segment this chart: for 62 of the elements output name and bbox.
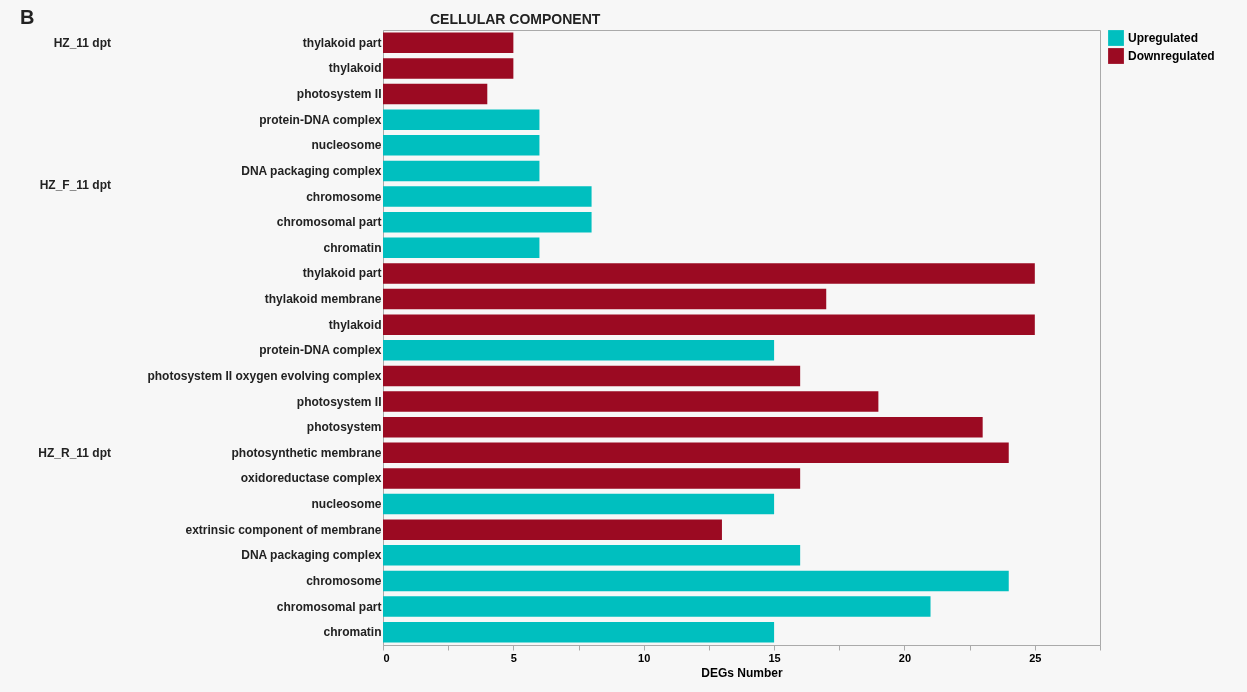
y-tick-label: chromosome (306, 189, 382, 204)
bar (383, 340, 775, 361)
y-tick-label: chromatin (323, 240, 382, 255)
y-tick-label: chromosomal part (276, 215, 382, 230)
y-tick-label: chromosome (306, 573, 382, 588)
y-tick-label: nucleosome (311, 138, 382, 153)
text: HZ_F_11 dpt (39, 178, 111, 192)
y-tick-label: thylakoid (328, 61, 382, 76)
y-tick-label: thylakoid part (302, 35, 382, 50)
y-tick-label: protein-DNA complex (259, 112, 382, 127)
bar (383, 288, 827, 310)
chart-title: CELLULAR COMPONENT (430, 11, 601, 27)
text: B (20, 6, 35, 28)
bar (383, 468, 801, 489)
y-tick-label: thylakoid part (302, 266, 382, 281)
y-tick-label: thylakoid membrane (264, 292, 382, 307)
bar (383, 83, 488, 105)
bar (383, 237, 540, 259)
bar (383, 545, 801, 566)
y-tick-label: thylakoid (328, 317, 382, 332)
y-tick-label: oxidoreductase complex (240, 471, 382, 486)
bar (383, 493, 775, 515)
y-tick-label: photosystem II (296, 394, 382, 409)
y-tick-label: DNA packaging complex (241, 548, 382, 563)
x-tick-label: 20 (898, 651, 912, 664)
bar (383, 519, 722, 540)
legend-label: Upregulated (1128, 31, 1199, 45)
bar (383, 391, 879, 412)
bar (383, 621, 775, 643)
x-tick-label: 0 (383, 651, 390, 664)
x-axis-title: DEGs Number (701, 665, 783, 680)
bar (383, 109, 540, 130)
y-tick-label: photosystem (306, 420, 382, 435)
bar (383, 186, 592, 207)
bar (383, 442, 1009, 464)
legend-label: Downregulated (1128, 49, 1215, 63)
y-tick-label: extrinsic component of membrane (185, 522, 382, 537)
bar (383, 58, 514, 79)
y-tick-label: photosystem II oxygen evolving complex (147, 368, 382, 383)
bar (383, 160, 540, 182)
bar (383, 596, 931, 617)
text: HZ_11 dpt (53, 36, 111, 50)
bar (383, 416, 983, 438)
bar (383, 314, 1035, 335)
y-tick-label: chromatin (323, 625, 382, 640)
bar (383, 263, 1035, 284)
y-tick-label: photosystem II (296, 87, 382, 102)
text: HZ_R_11 dpt (38, 446, 111, 460)
bar (383, 570, 1009, 592)
y-tick-label: nucleosome (311, 497, 382, 512)
bar (383, 365, 801, 387)
y-tick-label: photosynthetic membrane (231, 445, 382, 460)
y-tick-label: protein-DNA complex (259, 343, 382, 358)
y-tick-label: DNA packaging complex (241, 163, 382, 178)
x-tick-label: 25 (1029, 651, 1042, 664)
bar (383, 211, 592, 233)
x-tick-label: 5 (510, 651, 517, 664)
bar (383, 32, 514, 54)
x-tick-label: 10 (638, 651, 651, 664)
x-tick-label: 15 (768, 651, 781, 664)
bar (383, 135, 540, 156)
y-tick-label: chromosomal part (276, 599, 382, 614)
